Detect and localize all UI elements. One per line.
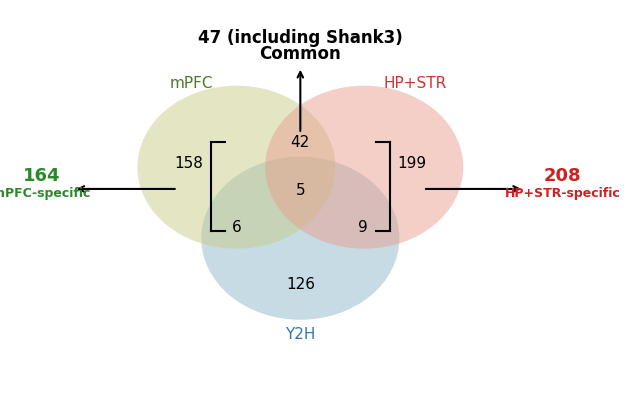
Text: 9: 9: [358, 220, 368, 235]
Text: 199: 199: [397, 155, 427, 171]
Text: 47 (including Shank3): 47 (including Shank3): [198, 28, 403, 47]
Text: 158: 158: [174, 155, 203, 171]
Text: 126: 126: [286, 277, 315, 292]
Ellipse shape: [137, 86, 335, 249]
Ellipse shape: [265, 86, 463, 249]
Text: 5: 5: [295, 183, 305, 198]
Text: 208: 208: [544, 167, 581, 186]
Text: mPFC-specific: mPFC-specific: [0, 186, 91, 200]
Text: mPFC: mPFC: [170, 76, 213, 91]
Text: HP+STR-specific: HP+STR-specific: [504, 186, 620, 200]
Text: HP+STR: HP+STR: [384, 76, 447, 91]
Text: Common: Common: [259, 45, 341, 64]
Text: 164: 164: [23, 167, 60, 186]
Text: 42: 42: [291, 135, 310, 150]
Text: 6: 6: [231, 220, 242, 235]
Ellipse shape: [201, 157, 399, 320]
Text: Y2H: Y2H: [285, 327, 316, 342]
